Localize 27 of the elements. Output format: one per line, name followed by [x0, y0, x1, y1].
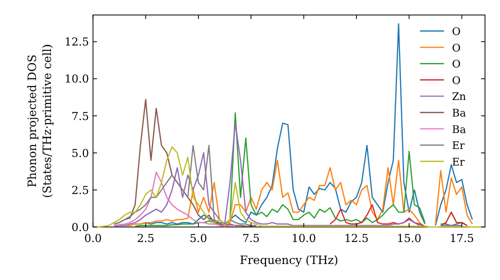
x-tick-label: 17.5 [450, 232, 474, 245]
x-tick-label: 12.5 [344, 232, 369, 245]
x-tick-label: 5.0 [190, 232, 208, 245]
line-series [113, 172, 236, 227]
y-tick-label: 2.5 [72, 184, 89, 197]
y-tick-label: 5.0 [72, 146, 89, 160]
legend-label: O [452, 26, 461, 38]
y-tick-label: 7.5 [72, 110, 89, 123]
x-tick-label: 10.0 [292, 232, 316, 245]
x-tick-label: 15.0 [396, 232, 422, 245]
x-tick-label: 7.5 [242, 232, 260, 245]
legend-label: O [452, 42, 461, 54]
y-tick-label: 12.5 [64, 36, 89, 49]
y-tick-label: 10.0 [64, 72, 89, 86]
y-axis-title: Phonon projected DOS (States/THz·primitive cell) [25, 44, 54, 198]
legend-label: O [452, 58, 461, 71]
legend-label: Ba [452, 108, 466, 120]
legend-label: Er [452, 140, 466, 152]
y-tick-label: 0.0 [72, 221, 89, 234]
legend-label: O [452, 74, 461, 87]
x-tick-label: 0.0 [84, 232, 102, 245]
x-axis-title: Frequency (THz) [240, 253, 338, 267]
x-tick-label: 2.5 [136, 232, 154, 245]
legend-label: Ba [452, 124, 466, 136]
legend-label: Zn [452, 91, 466, 104]
line-series [113, 144, 257, 226]
legend-label: Er [452, 156, 466, 168]
